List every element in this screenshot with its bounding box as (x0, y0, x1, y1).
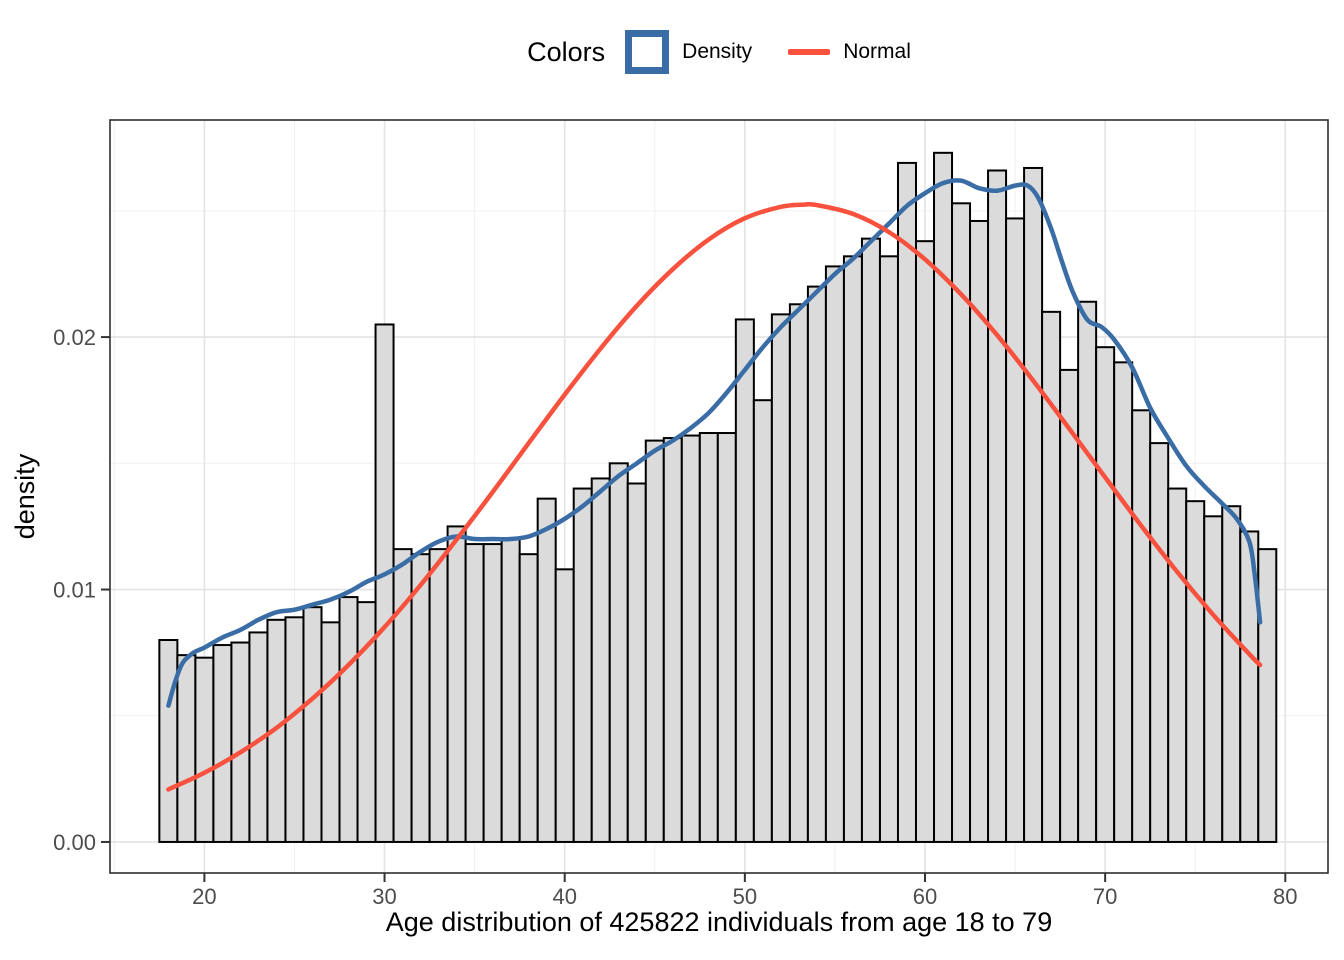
histogram-bar (500, 538, 521, 843)
density-swatch-icon (625, 30, 670, 74)
histogram-bar (1095, 346, 1116, 843)
chart-legend: Colors Density Normal (110, 26, 1328, 78)
axis-tick-marks (101, 336, 1287, 882)
histogram-bar (788, 303, 809, 843)
y-tick-label: 0.01 (53, 578, 96, 603)
histogram-bar (716, 432, 737, 843)
normal-swatch-icon (788, 49, 831, 55)
histogram-bar (1185, 500, 1206, 843)
histogram-bar (662, 437, 683, 843)
panel-border (109, 119, 1329, 874)
histogram-bar (752, 399, 773, 843)
histogram-bar (914, 240, 936, 843)
histogram-bar (410, 553, 431, 843)
histogram-bar (230, 641, 251, 843)
x-tick-label: 30 (372, 884, 396, 909)
legend-item-normal: Normal (788, 40, 911, 64)
y-axis-title: density (10, 453, 40, 539)
x-tick-label: 20 (192, 884, 216, 909)
x-tick-label: 60 (913, 884, 937, 909)
histogram-bar (933, 151, 954, 843)
histogram-bar (1149, 442, 1170, 843)
histogram-bar (806, 285, 827, 843)
histogram-bar (1005, 217, 1026, 843)
histogram-bar (608, 462, 629, 843)
y-tick-label: 0.02 (53, 325, 96, 350)
histogram-bar (590, 477, 611, 843)
y-tick-label: 0.00 (53, 830, 96, 855)
histogram-bar (482, 543, 503, 843)
histogram-bar (1077, 300, 1098, 843)
histogram-bar (842, 255, 863, 843)
x-tick-label: 70 (1093, 884, 1117, 909)
y-axis-tick-labels: 0.00 0.01 0.02 (53, 325, 96, 855)
x-axis-tick-labels: 20 30 40 50 60 70 80 (192, 884, 1297, 909)
histogram-bar (1023, 166, 1044, 843)
histogram-bar (176, 654, 197, 843)
normal-curve (166, 201, 1263, 792)
histogram-bar (338, 596, 359, 843)
histogram-bar (626, 482, 647, 843)
legend-label-density: Density (682, 40, 753, 63)
histogram-bar (824, 265, 845, 843)
histogram-bar (987, 169, 1008, 843)
histogram-bar (572, 487, 593, 843)
histogram-bar (1221, 505, 1242, 843)
histogram-bar (644, 439, 665, 843)
histogram-bar (446, 525, 467, 843)
histogram-bar (1113, 361, 1134, 843)
histogram-bar (680, 434, 701, 843)
legend-label-normal: Normal (843, 40, 911, 63)
histogram-bar (1167, 487, 1188, 843)
legend-title: Colors (527, 36, 606, 67)
histogram-bar (1131, 409, 1152, 843)
histogram-bar (284, 616, 305, 843)
histogram-bar (392, 548, 413, 843)
histogram-bar (896, 161, 917, 843)
histogram-bar (860, 237, 881, 843)
histogram-bar (878, 255, 899, 843)
histogram-bar (554, 568, 575, 843)
x-tick-label: 50 (733, 884, 757, 909)
histogram-bar (698, 432, 719, 843)
histogram-bar (320, 621, 341, 843)
histogram-bar (158, 639, 179, 843)
x-axis-title: Age distribution of 425822 individuals f… (386, 907, 1052, 937)
histogram-bar (464, 543, 485, 843)
histogram-bars (158, 151, 1278, 843)
histogram-bar (734, 318, 755, 843)
histogram-bar (374, 323, 395, 843)
histogram-bar (770, 313, 791, 843)
x-tick-label: 40 (552, 884, 576, 909)
legend-item-density: Density (625, 30, 752, 74)
histogram-bar (428, 548, 449, 843)
histogram-bar (1041, 310, 1062, 843)
histogram-bar (518, 553, 539, 843)
histogram-bar (212, 644, 233, 843)
density-curve (166, 178, 1263, 708)
histogram-bar (536, 497, 557, 843)
histogram-bar (302, 606, 323, 843)
x-tick-label: 80 (1273, 884, 1297, 909)
histogram-bar (194, 656, 215, 843)
histogram-bar (1257, 548, 1278, 843)
histogram-bar (1203, 515, 1224, 843)
